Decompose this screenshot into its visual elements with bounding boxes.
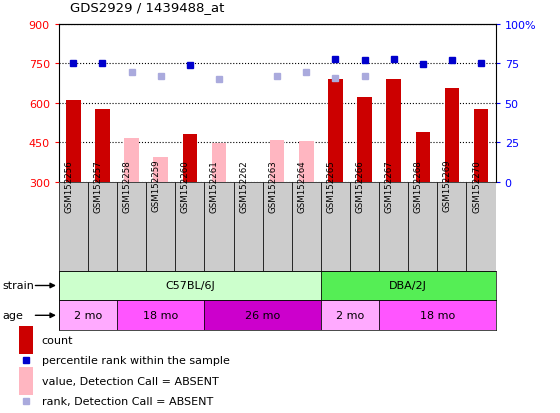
Text: GSM152257: GSM152257 <box>94 159 102 212</box>
Text: 18 mo: 18 mo <box>420 311 455 320</box>
Bar <box>88 182 117 271</box>
Bar <box>328 80 343 182</box>
Bar <box>270 140 284 182</box>
Bar <box>386 80 401 182</box>
Bar <box>416 132 430 182</box>
Text: GSM152259: GSM152259 <box>152 159 161 212</box>
Bar <box>321 182 350 271</box>
Text: GSM152267: GSM152267 <box>385 159 394 212</box>
Bar <box>357 98 372 182</box>
Text: GSM152269: GSM152269 <box>443 159 452 212</box>
Text: GDS2929 / 1439488_at: GDS2929 / 1439488_at <box>70 2 225 14</box>
Text: rank, Detection Call = ABSENT: rank, Detection Call = ABSENT <box>41 396 213 406</box>
Bar <box>474 110 488 182</box>
Text: value, Detection Call = ABSENT: value, Detection Call = ABSENT <box>41 376 218 386</box>
Text: GSM152264: GSM152264 <box>297 159 306 212</box>
Bar <box>234 182 263 271</box>
Bar <box>66 101 81 182</box>
Bar <box>124 139 139 182</box>
Text: GSM152265: GSM152265 <box>326 159 335 212</box>
Bar <box>95 110 110 182</box>
Text: GSM152256: GSM152256 <box>64 159 73 212</box>
Text: GSM152258: GSM152258 <box>123 159 132 212</box>
Text: GSM152270: GSM152270 <box>472 159 481 212</box>
Bar <box>263 182 292 271</box>
Bar <box>321 271 496 301</box>
Bar <box>408 182 437 271</box>
Bar <box>350 182 379 271</box>
Text: 26 mo: 26 mo <box>245 311 280 320</box>
Bar <box>321 301 379 330</box>
Bar <box>59 271 321 301</box>
Text: GSM152262: GSM152262 <box>239 159 248 212</box>
Bar <box>59 182 88 271</box>
Text: strain: strain <box>3 281 35 291</box>
Text: GSM152268: GSM152268 <box>414 159 423 212</box>
Bar <box>437 182 466 271</box>
Bar <box>59 301 117 330</box>
Text: count: count <box>41 335 73 345</box>
Bar <box>379 301 496 330</box>
Bar <box>20 367 34 395</box>
Text: 2 mo: 2 mo <box>74 311 102 320</box>
Text: GSM152266: GSM152266 <box>356 159 365 212</box>
Bar <box>117 301 204 330</box>
Text: 18 mo: 18 mo <box>143 311 178 320</box>
Bar <box>183 135 197 182</box>
Bar <box>153 157 168 182</box>
Text: GSM152260: GSM152260 <box>181 159 190 212</box>
Bar <box>299 142 314 182</box>
Text: 2 mo: 2 mo <box>336 311 364 320</box>
Text: C57BL/6J: C57BL/6J <box>165 281 214 291</box>
Bar <box>379 182 408 271</box>
Bar <box>466 182 496 271</box>
Bar <box>445 89 459 182</box>
Text: GSM152263: GSM152263 <box>268 159 277 212</box>
Text: GSM152261: GSM152261 <box>210 159 219 212</box>
Bar <box>204 182 234 271</box>
Text: DBA/2J: DBA/2J <box>389 281 427 291</box>
Bar <box>204 301 321 330</box>
Bar <box>20 326 34 354</box>
Text: percentile rank within the sample: percentile rank within the sample <box>41 356 230 366</box>
Bar <box>175 182 204 271</box>
Bar <box>212 144 226 182</box>
Bar <box>292 182 321 271</box>
Bar <box>117 182 146 271</box>
Bar <box>146 182 175 271</box>
Text: age: age <box>3 311 24 320</box>
